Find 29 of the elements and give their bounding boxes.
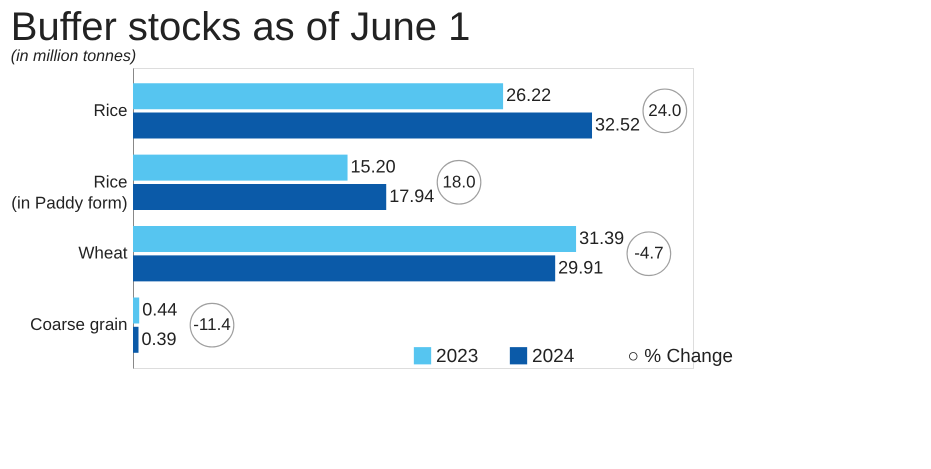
bar — [133, 297, 140, 324]
bar — [133, 226, 576, 252]
bar — [133, 184, 386, 210]
data-label: 26.22 — [506, 85, 552, 106]
annotation: -11.4 — [193, 315, 231, 334]
data-label: 15.20 — [350, 156, 396, 177]
legend-label: 2023 — [436, 346, 478, 367]
chart-subtitle: (in million tonnes) — [10, 48, 136, 65]
legend-label: 2024 — [532, 346, 575, 367]
bar — [133, 255, 556, 282]
y-tick-label: Rice — [93, 100, 128, 120]
y-tick-label: Wheat — [78, 244, 128, 263]
bar — [133, 112, 592, 139]
text: 24.0 — [648, 100, 682, 120]
data-label: 0.39 — [142, 328, 177, 349]
data-label: 31.39 — [579, 228, 624, 248]
y-tick-label: Coarse grain — [30, 315, 128, 334]
text: -4.7 — [634, 244, 664, 263]
data-label: 0.44 — [142, 299, 178, 320]
data-label: 32.52 — [595, 114, 640, 135]
data-label: 29.91 — [558, 257, 604, 278]
chart-title: Buffer stocks as of June 1 — [10, 5, 470, 49]
data-label: 17.94 — [389, 186, 434, 206]
annotation: 18.0 — [442, 172, 476, 192]
bar — [133, 326, 139, 353]
bar — [133, 83, 504, 110]
y-tick-label: Rice (in Paddy form) — [11, 172, 128, 212]
bar — [133, 154, 348, 181]
text: ○ % Change — [628, 346, 733, 367]
